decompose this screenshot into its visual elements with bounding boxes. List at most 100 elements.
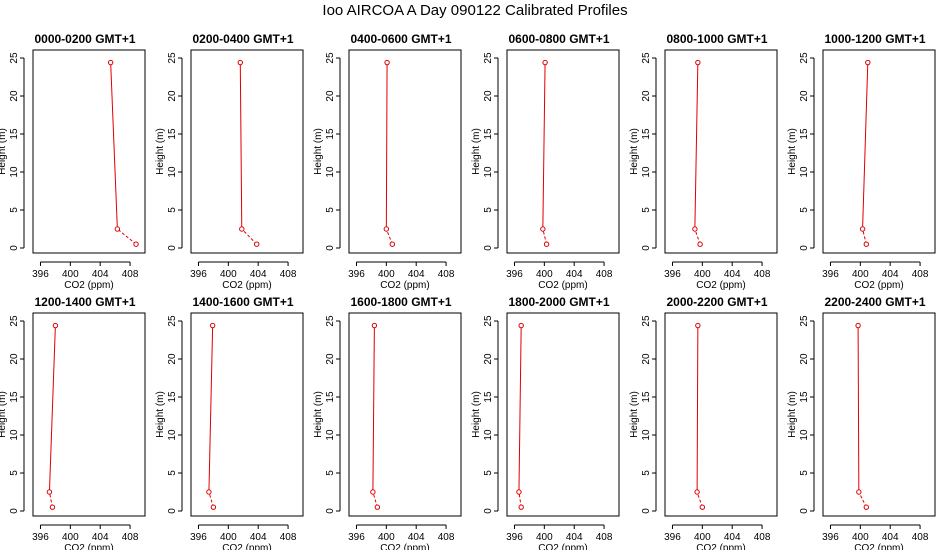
y-axis-label: Height (m)	[313, 128, 324, 175]
y-axis-label: Height (m)	[155, 128, 166, 175]
profile-panel: 0200-0400 GMT+1 0 5 10 15 20 25 Height (m) 396 40…	[155, 32, 304, 291]
data-point	[865, 59, 871, 66]
y-tick-label: 5	[483, 470, 494, 476]
y-tick-label: 20	[799, 353, 810, 365]
y-tick-label: 10	[641, 166, 652, 178]
plot-frame	[664, 312, 778, 517]
profile-panel: 1000-1200 GMT+1 0 5 10 15 20 25 Height (m) 396 40…	[787, 32, 936, 291]
plot-frame	[822, 49, 936, 254]
y-tick-label: 25	[641, 315, 652, 327]
data-point	[107, 59, 114, 66]
y-tick-label: 0	[9, 245, 20, 251]
y-tick-label: 0	[325, 508, 336, 514]
profile-segment	[518, 325, 522, 493]
y-tick-label: 5	[167, 207, 178, 213]
page-title: Ioo AIRCOA A Day 090122 Calibrated Profi…	[322, 2, 628, 19]
plot-frame	[32, 49, 146, 254]
profile-segment	[694, 62, 699, 230]
x-axis-label: CO2 (ppm)	[854, 543, 903, 550]
data-point	[518, 322, 524, 329]
y-tick-label: 10	[641, 429, 652, 441]
profile-panel: 0800-1000 GMT+1 0 5 10 15 20 25 Height (m) 396 40…	[629, 32, 778, 291]
panel-title: 0200-0400 GMT+1	[192, 32, 293, 46]
plot-frame	[32, 312, 146, 517]
y-tick-label: 0	[325, 245, 336, 251]
profile-panel: 2200-2400 GMT+1 0 5 10 15 20 25 Height (m) 396 40…	[787, 295, 936, 550]
panel-title: 0000-0200 GMT+1	[34, 32, 135, 46]
data-point	[133, 241, 139, 247]
y-tick-label: 15	[483, 391, 494, 403]
y-tick-label: 10	[325, 166, 336, 178]
y-tick-label: 15	[325, 128, 336, 140]
data-point	[384, 59, 390, 66]
x-tick-label: 396	[32, 532, 49, 543]
plot-frame	[348, 312, 462, 517]
x-axis-label: CO2 (ppm)	[854, 280, 903, 291]
plot-frame	[190, 49, 304, 254]
y-axis-label: Height (m)	[0, 128, 8, 175]
x-tick-label: 400	[694, 269, 711, 280]
x-tick-label: 396	[506, 532, 523, 543]
y-tick-label: 15	[9, 391, 20, 403]
x-tick-label: 400	[220, 269, 237, 280]
data-point	[518, 504, 524, 510]
y-tick-label: 25	[799, 315, 810, 327]
profile-segment	[241, 228, 258, 245]
y-tick-label: 0	[799, 508, 810, 514]
y-tick-label: 20	[167, 90, 178, 102]
x-tick-label: 396	[32, 269, 49, 280]
y-tick-label: 15	[799, 128, 810, 140]
x-tick-label: 404	[92, 269, 109, 280]
profile-panel: 0600-0800 GMT+1 0 5 10 15 20 25 Height (m) 396 40…	[471, 32, 620, 291]
data-point	[237, 59, 243, 66]
y-tick-label: 25	[325, 315, 336, 327]
panel-title: 1400-1600 GMT+1	[192, 295, 293, 309]
data-point	[692, 226, 698, 232]
data-point	[206, 489, 212, 495]
x-tick-label: 396	[348, 532, 365, 543]
y-tick-label: 15	[325, 391, 336, 403]
x-tick-label: 404	[566, 269, 583, 280]
profile-panel: 0400-0600 GMT+1 0 5 10 15 20 25 Height (m) 396 40…	[313, 32, 462, 291]
data-point	[543, 241, 550, 247]
y-tick-label: 15	[167, 128, 178, 140]
y-tick-label: 10	[483, 429, 494, 441]
x-tick-label: 408	[754, 269, 771, 280]
y-tick-label: 10	[799, 166, 810, 178]
x-tick-label: 400	[852, 269, 869, 280]
y-tick-label: 25	[641, 52, 652, 64]
panel-title: 2000-2200 GMT+1	[666, 295, 767, 309]
data-point	[855, 322, 861, 329]
y-tick-label: 10	[483, 166, 494, 178]
y-tick-label: 5	[641, 207, 652, 213]
x-tick-label: 408	[280, 532, 297, 543]
x-tick-label: 404	[566, 532, 583, 543]
x-tick-label: 404	[724, 532, 741, 543]
y-tick-label: 15	[483, 128, 494, 140]
x-tick-label: 408	[596, 269, 613, 280]
y-tick-label: 5	[167, 470, 178, 476]
data-point	[383, 226, 390, 232]
y-axis-label: Height (m)	[787, 128, 798, 175]
x-tick-label: 400	[220, 532, 237, 543]
y-tick-label: 20	[483, 353, 494, 365]
y-axis-label: Height (m)	[629, 128, 640, 175]
y-tick-label: 15	[641, 128, 652, 140]
x-tick-label: 408	[280, 269, 297, 280]
plot-frame	[506, 49, 620, 254]
y-tick-label: 25	[167, 52, 178, 64]
y-tick-label: 0	[641, 508, 652, 514]
x-axis-label: CO2 (ppm)	[380, 280, 429, 291]
profile-segment	[857, 325, 860, 493]
profile-segment	[385, 62, 388, 230]
y-tick-label: 10	[9, 429, 20, 441]
x-tick-label: 408	[754, 532, 771, 543]
y-tick-label: 0	[483, 508, 494, 514]
x-axis-label: CO2 (ppm)	[538, 543, 587, 550]
y-tick-label: 10	[167, 429, 178, 441]
x-tick-label: 404	[882, 532, 899, 543]
profile-segment	[862, 62, 869, 230]
panel-title: 2200-2400 GMT+1	[824, 295, 925, 309]
profile-panel: 1200-1400 GMT+1 0 5 10 15 20 25 Height (m) 396 40…	[0, 295, 146, 550]
y-tick-label: 5	[325, 470, 336, 476]
